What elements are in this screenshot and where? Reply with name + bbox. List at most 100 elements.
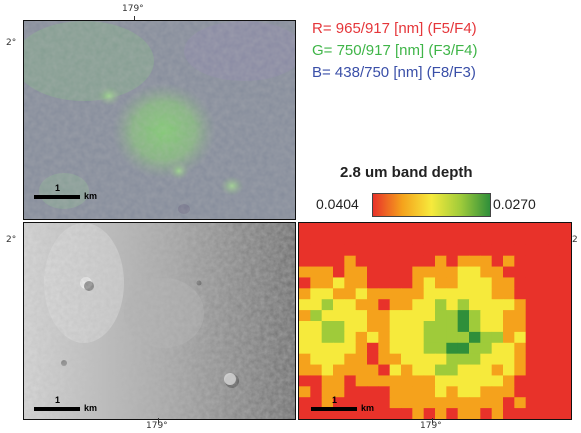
map-pixel (321, 342, 334, 355)
map-pixel (446, 223, 459, 235)
map-pixel (537, 321, 549, 333)
map-pixel (321, 223, 334, 235)
map-pixel (401, 255, 413, 268)
map-pixel (344, 397, 357, 409)
map-pixel (469, 342, 481, 355)
map-pixel (389, 223, 402, 235)
map-pixel (355, 288, 368, 300)
map-pixel (435, 342, 447, 355)
map-pixel (435, 288, 447, 300)
map-pixel (367, 244, 379, 257)
grayscale-panel: 1 km (23, 222, 296, 420)
map-pixel (480, 266, 493, 278)
map-pixel (389, 266, 402, 278)
map-pixel (537, 244, 549, 257)
map-pixel (514, 255, 527, 268)
map-pixel (480, 397, 493, 409)
map-pixel (401, 408, 413, 419)
map-pixel (333, 386, 345, 398)
map-pixel (514, 386, 527, 398)
map-pixel (378, 255, 391, 268)
map-pixel (321, 331, 334, 344)
map-pixel (423, 288, 436, 300)
map-pixel (299, 299, 311, 311)
map-pixel (423, 408, 436, 419)
map-pixel (514, 375, 527, 387)
map-pixel (423, 397, 436, 409)
map-pixel (503, 299, 515, 311)
map-pixel (435, 266, 447, 278)
map-pixel (321, 375, 334, 387)
map-pixel (401, 244, 413, 257)
map-pixel (503, 233, 515, 246)
map-pixel (446, 310, 459, 322)
map-pixel (491, 321, 504, 333)
map-pixel (378, 223, 391, 235)
map-pixel (503, 408, 515, 419)
map-pixel (401, 375, 413, 387)
map-pixel (514, 288, 527, 300)
map-pixel (491, 277, 504, 289)
map-pixel (412, 375, 425, 387)
map-pixel (491, 331, 504, 344)
map-pixel (548, 364, 561, 376)
map-pixel (503, 310, 515, 322)
map-pixel (412, 223, 425, 235)
map-pixel (435, 408, 447, 419)
scale-unit: km (361, 403, 375, 413)
map-pixel (457, 364, 470, 376)
map-pixel (333, 277, 345, 289)
map-pixel (491, 375, 504, 387)
map-pixel (503, 353, 515, 366)
map-pixel (503, 375, 515, 387)
map-pixel (299, 255, 311, 268)
map-pixel (514, 244, 527, 257)
map-pixel (491, 255, 504, 268)
map-pixel (469, 375, 481, 387)
map-pixel (401, 353, 413, 366)
map-pixel (525, 375, 538, 387)
map-pixel (548, 255, 561, 268)
map-pixel (367, 353, 379, 366)
map-pixel (548, 408, 561, 419)
map-pixel (480, 310, 493, 322)
map-pixel (333, 375, 345, 387)
map-pixel (412, 321, 425, 333)
map-pixel (401, 277, 413, 289)
map-pixel (480, 386, 493, 398)
scale-unit: km (84, 403, 98, 413)
map-pixel (480, 277, 493, 289)
map-pixel (525, 299, 538, 311)
map-pixel (423, 233, 436, 246)
map-pixel (310, 386, 323, 398)
map-pixel (525, 288, 538, 300)
map-pixel (548, 321, 561, 333)
map-pixel (423, 353, 436, 366)
map-pixel (367, 364, 379, 376)
map-pixel (310, 266, 323, 278)
map-pixel (299, 310, 311, 322)
map-pixel (469, 255, 481, 268)
map-pixel (537, 342, 549, 355)
map-pixel (355, 321, 368, 333)
map-pixel (378, 386, 391, 398)
map-pixel (537, 331, 549, 344)
map-pixel (457, 310, 470, 322)
map-pixel (310, 299, 323, 311)
map-pixel (525, 397, 538, 409)
map-pixel (548, 233, 561, 246)
map-pixel (412, 244, 425, 257)
map-pixel (537, 223, 549, 235)
map-pixel (333, 244, 345, 257)
scale-bar-line (34, 407, 80, 411)
map-pixel (412, 386, 425, 398)
map-pixel (423, 321, 436, 333)
map-pixel (344, 321, 357, 333)
map-pixel (401, 223, 413, 235)
map-pixel (378, 299, 391, 311)
band-depth-map-image (299, 223, 571, 419)
map-pixel (491, 397, 504, 409)
scale-number: 1 (55, 395, 61, 405)
map-pixel (559, 331, 571, 344)
map-pixel (446, 408, 459, 419)
